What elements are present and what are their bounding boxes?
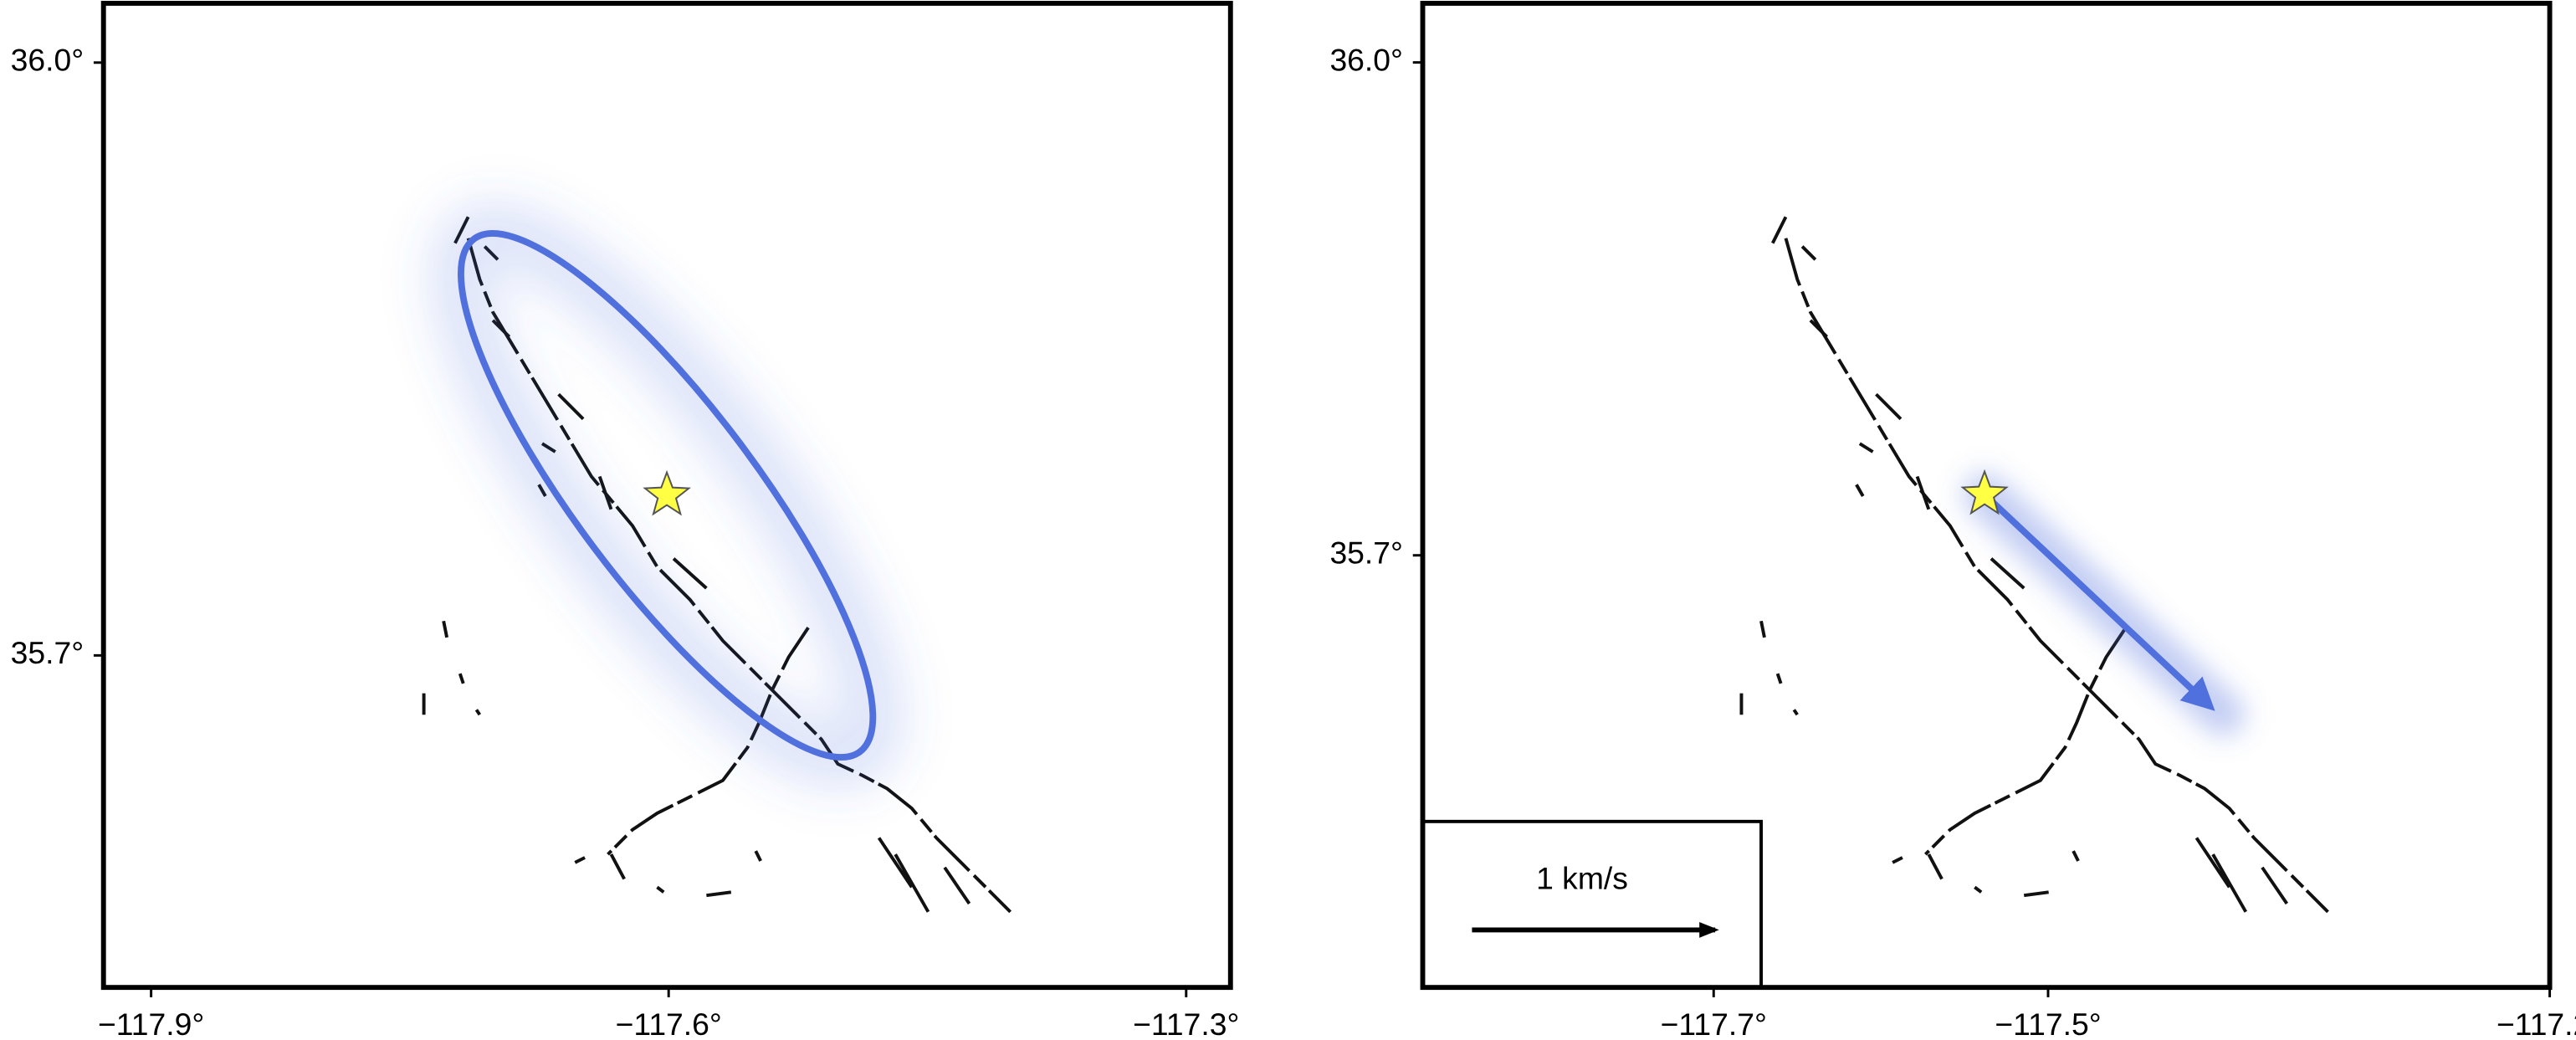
frame [100, 0, 1233, 991]
y-tick-label: 36.0° [11, 43, 85, 78]
x-tick-label: −117.6° [616, 1007, 722, 1040]
x-tick-label: −117.2° [2497, 1007, 2576, 1040]
faults [422, 215, 1012, 914]
legend-box [1421, 819, 1763, 990]
x-tick-label: −117.5° [1995, 1007, 2101, 1040]
frame [1420, 0, 2553, 991]
epicenter-star [1960, 469, 2009, 515]
legend-label: 1 km/s [1536, 860, 1628, 895]
x-tick-label: −117.9° [98, 1007, 204, 1040]
ellipse [458, 230, 877, 761]
velocity-arrow [1982, 492, 2215, 711]
x-tick-label: −117.7° [1661, 1007, 1767, 1040]
x-tick-label: −117.3° [1133, 1007, 1239, 1040]
y-tick-label: 35.7° [11, 635, 85, 670]
map-panel: 1 km/s −117.7° −117.5° −117.2° 36.0° 35.7° [1329, 0, 2576, 1040]
epicenter-star [643, 469, 692, 516]
y-tick-label: 35.7° [1329, 535, 1403, 571]
y-tick-label: 36.0° [1329, 42, 1403, 77]
map-panel: −117.9° −117.6° −117.3° 36.0° 35.7° [11, 0, 1239, 1040]
